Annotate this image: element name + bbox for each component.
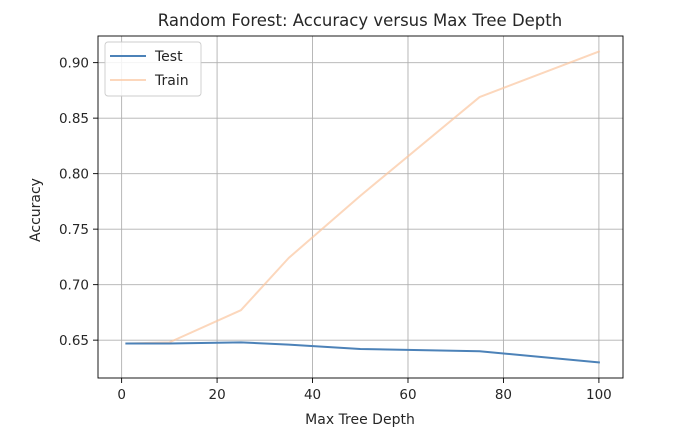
y-tick-label: 0.85: [59, 111, 89, 127]
legend-label-test: Test: [154, 49, 183, 65]
x-tick-label: 20: [208, 387, 225, 403]
y-tick-label: 0.90: [59, 56, 89, 72]
x-axis-label: Max Tree Depth: [305, 412, 415, 428]
axis-ticks: 0 20 40 60 80 100 0.65 0.70 0.75 0.80 0.85 0.90: [59, 56, 612, 403]
chart-title: Random Forest: Accuracy versus Max Tree …: [158, 11, 562, 30]
x-tick-label: 40: [304, 387, 321, 403]
series-lines: [125, 50, 601, 364]
y-tick-label: 0.80: [59, 167, 89, 183]
series-line-test: [125, 341, 600, 364]
legend-label-train: Train: [154, 73, 189, 89]
plot-frame: [97, 35, 624, 379]
x-tick-label: 60: [399, 387, 416, 403]
y-axis-label: Accuracy: [28, 178, 44, 242]
x-tick-label: 100: [586, 387, 612, 403]
series-line-train: [125, 50, 601, 345]
y-tick-label: 0.75: [59, 222, 89, 238]
x-tick-label: 0: [117, 387, 126, 403]
x-tick-label: 80: [495, 387, 512, 403]
y-tick-label: 0.70: [59, 278, 89, 294]
y-tick-label: 0.65: [59, 333, 89, 349]
legend: Test Train: [104, 41, 202, 97]
